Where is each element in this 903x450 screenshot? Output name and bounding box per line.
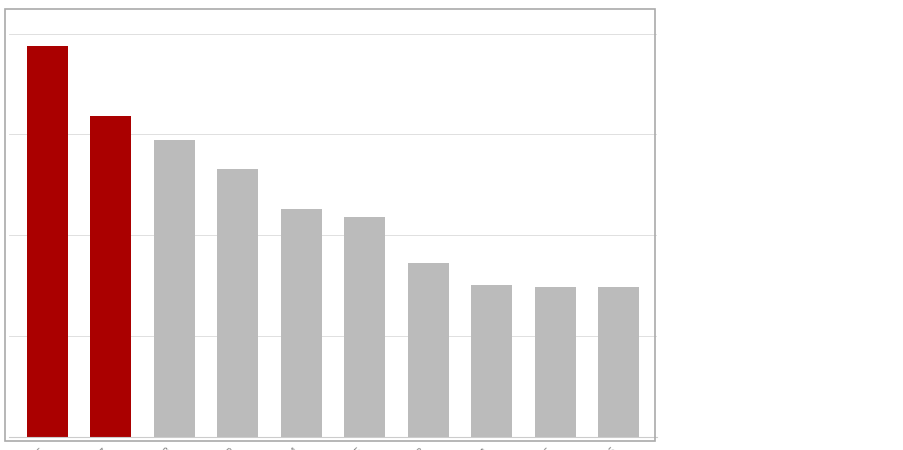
Bar — [217, 169, 258, 436]
Bar — [154, 140, 194, 436]
Bar — [90, 116, 131, 436]
Bar — [26, 46, 68, 436]
Bar — [407, 263, 448, 436]
Text: ELEVEN  ♥
WARRIORS: ELEVEN ♥ WARRIORS — [712, 361, 814, 402]
Bar — [534, 287, 575, 436]
Bar — [344, 217, 385, 436]
Bar — [598, 288, 638, 436]
Bar — [470, 285, 512, 436]
Bar — [280, 209, 321, 436]
